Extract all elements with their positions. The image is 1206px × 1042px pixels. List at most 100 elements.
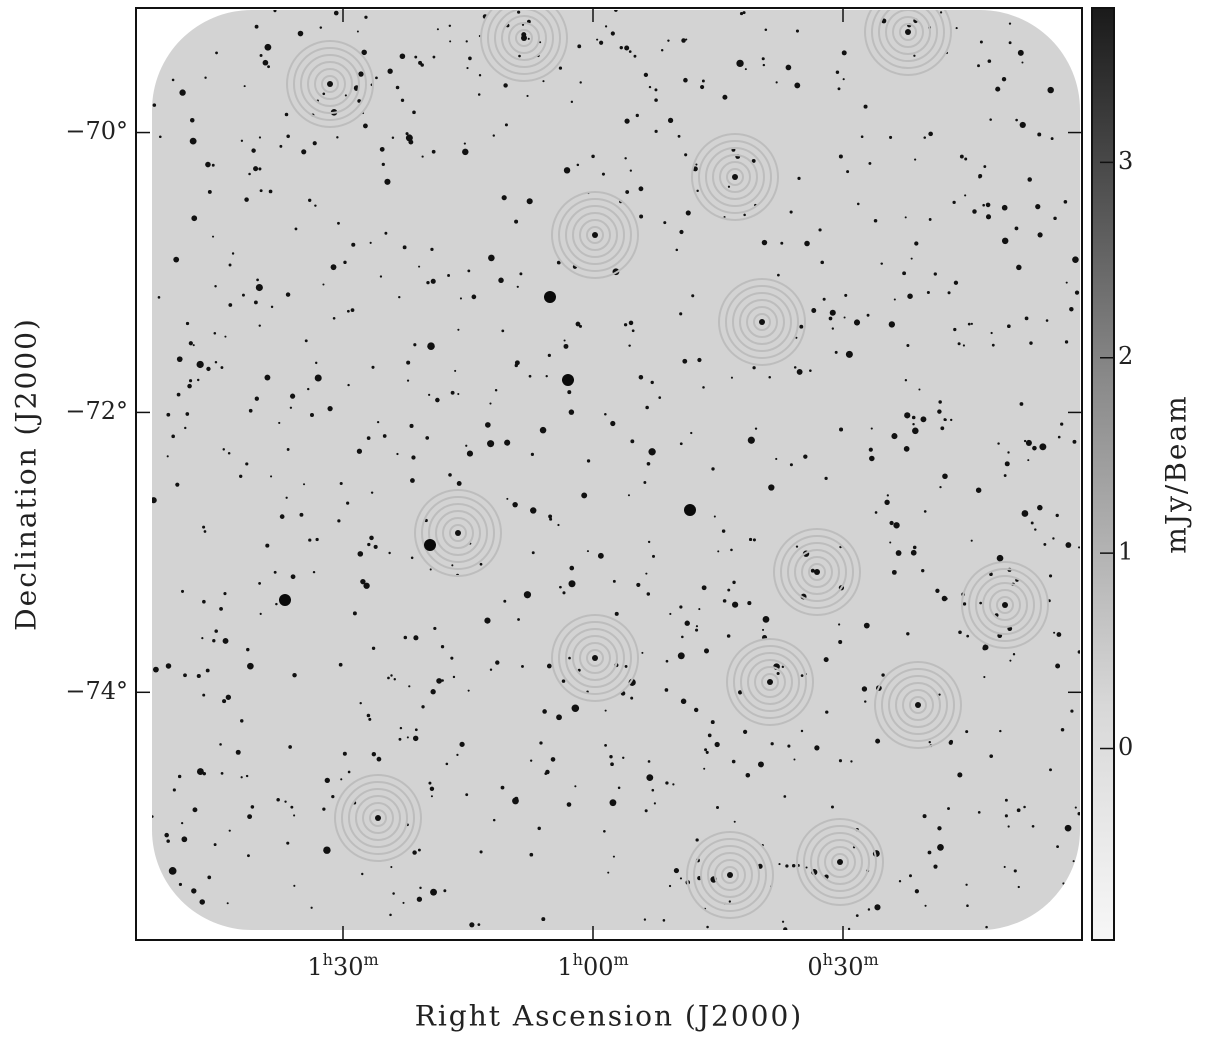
point-source bbox=[629, 321, 634, 326]
point-source bbox=[168, 898, 175, 905]
point-source bbox=[246, 775, 248, 777]
point-source bbox=[777, 274, 780, 277]
point-source bbox=[449, 40, 451, 42]
point-source bbox=[691, 294, 694, 297]
point-source bbox=[189, 379, 192, 382]
point-source bbox=[889, 541, 891, 543]
point-source bbox=[864, 105, 868, 109]
point-source bbox=[679, 605, 682, 608]
point-source bbox=[156, 912, 159, 915]
point-source bbox=[978, 811, 981, 814]
point-source bbox=[539, 741, 542, 744]
point-source bbox=[191, 215, 197, 221]
point-source bbox=[928, 132, 933, 137]
point-source bbox=[839, 427, 843, 431]
point-source bbox=[406, 361, 410, 365]
point-source bbox=[347, 384, 349, 386]
point-source bbox=[641, 652, 643, 654]
point-source bbox=[430, 787, 434, 791]
point-source bbox=[991, 332, 993, 334]
point-source bbox=[948, 291, 951, 294]
point-source bbox=[387, 69, 392, 74]
point-source bbox=[610, 799, 617, 806]
point-source bbox=[179, 89, 185, 95]
point-source bbox=[521, 665, 524, 668]
bright-source bbox=[767, 679, 773, 685]
point-source bbox=[466, 67, 468, 69]
point-source bbox=[669, 613, 671, 615]
point-source bbox=[1007, 451, 1009, 453]
point-source bbox=[964, 194, 966, 196]
point-source bbox=[1039, 443, 1046, 450]
point-source bbox=[567, 802, 572, 807]
point-source bbox=[763, 64, 765, 66]
point-source bbox=[730, 549, 733, 552]
point-source bbox=[647, 592, 650, 595]
point-source bbox=[551, 757, 556, 762]
point-source bbox=[1075, 807, 1077, 809]
point-source bbox=[647, 462, 651, 466]
point-source bbox=[933, 865, 937, 869]
point-source bbox=[651, 381, 654, 384]
point-source bbox=[269, 190, 273, 194]
point-source bbox=[645, 406, 649, 410]
point-source bbox=[358, 551, 364, 557]
point-source bbox=[372, 647, 375, 650]
point-source bbox=[190, 118, 195, 123]
point-source bbox=[411, 557, 414, 560]
point-source bbox=[704, 748, 707, 751]
point-source bbox=[173, 788, 176, 791]
point-source bbox=[652, 555, 655, 558]
point-source bbox=[868, 162, 871, 165]
point-source bbox=[663, 919, 666, 922]
point-source bbox=[166, 839, 170, 843]
point-source bbox=[963, 344, 965, 346]
point-source bbox=[703, 768, 705, 770]
point-source bbox=[745, 68, 747, 70]
point-source bbox=[591, 155, 594, 158]
point-source bbox=[820, 261, 824, 265]
bright-source bbox=[521, 35, 527, 41]
point-source bbox=[457, 329, 459, 331]
point-source bbox=[768, 376, 771, 379]
point-source bbox=[402, 902, 404, 904]
point-source bbox=[603, 830, 606, 833]
point-source bbox=[1032, 446, 1037, 451]
point-source bbox=[408, 685, 410, 687]
point-source bbox=[602, 173, 605, 176]
point-source bbox=[388, 552, 390, 554]
point-source bbox=[787, 745, 790, 748]
point-source bbox=[425, 436, 429, 440]
point-source bbox=[265, 544, 269, 548]
point-source bbox=[905, 216, 907, 218]
point-source bbox=[958, 631, 962, 635]
point-source bbox=[574, 785, 576, 787]
point-source bbox=[681, 38, 686, 43]
point-source bbox=[322, 92, 325, 95]
point-source bbox=[695, 629, 698, 632]
colorbar bbox=[1092, 8, 1114, 940]
point-source bbox=[153, 103, 157, 107]
point-source bbox=[953, 328, 956, 331]
point-source bbox=[632, 329, 635, 332]
point-source bbox=[947, 807, 950, 810]
point-source bbox=[1005, 461, 1010, 466]
point-source bbox=[451, 391, 455, 395]
bright-source bbox=[1002, 602, 1008, 608]
tick-number: 0 bbox=[807, 953, 822, 981]
point-source bbox=[706, 926, 709, 929]
point-source bbox=[1009, 41, 1012, 44]
point-source bbox=[519, 272, 522, 275]
point-source bbox=[1022, 510, 1029, 517]
point-source bbox=[255, 397, 259, 401]
point-source bbox=[954, 281, 958, 285]
point-source bbox=[661, 49, 663, 51]
point-source bbox=[875, 739, 880, 744]
point-source bbox=[644, 73, 648, 77]
point-source bbox=[495, 660, 499, 664]
point-source bbox=[830, 310, 836, 316]
point-source bbox=[666, 660, 669, 663]
point-source bbox=[914, 241, 918, 245]
point-source bbox=[310, 413, 314, 417]
point-source bbox=[904, 446, 910, 452]
